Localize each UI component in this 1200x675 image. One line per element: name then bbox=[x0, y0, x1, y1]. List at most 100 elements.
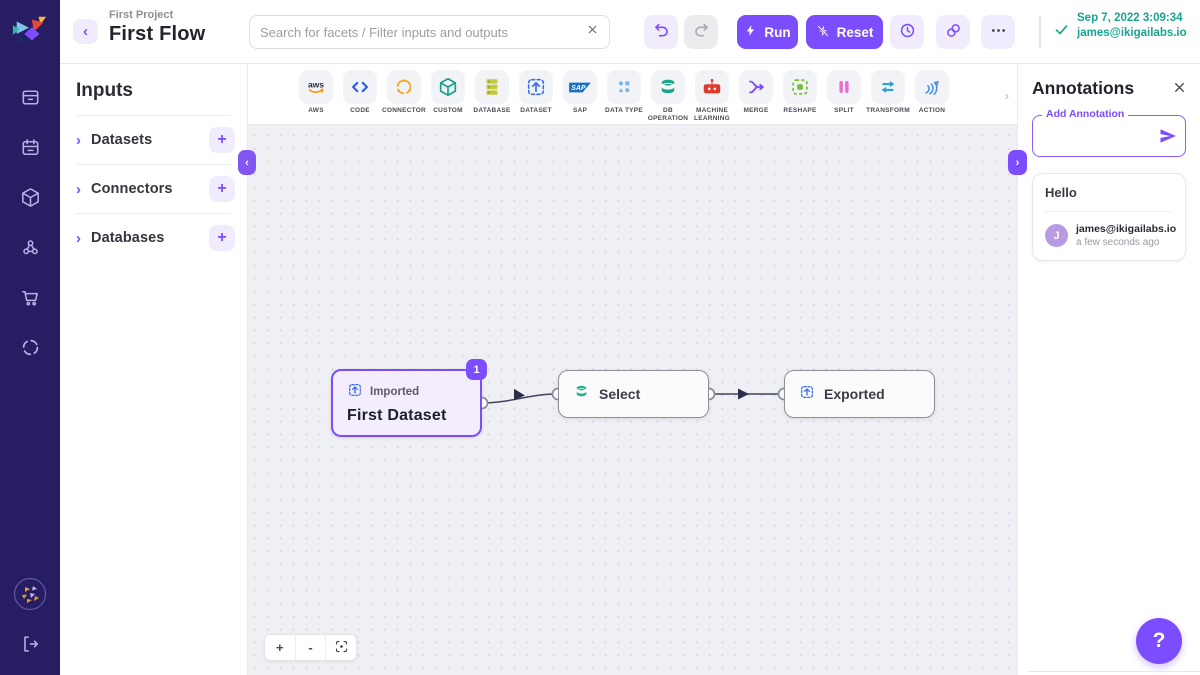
facet-label: DB OPERATION bbox=[647, 107, 689, 123]
edge-arrow bbox=[738, 388, 749, 400]
facet-machine-learning[interactable]: MACHINE LEARNING bbox=[692, 70, 732, 124]
node-kind-label: Imported bbox=[370, 386, 420, 398]
status-user: james@ikigailabs.io bbox=[1077, 27, 1187, 39]
logout-icon[interactable] bbox=[19, 633, 41, 655]
facet-label: DATABASE bbox=[473, 107, 511, 114]
add-database-button[interactable]: + bbox=[209, 225, 235, 251]
toolbar-divider bbox=[1039, 16, 1041, 48]
cube-icon[interactable] bbox=[19, 186, 42, 209]
close-icon bbox=[1173, 81, 1186, 97]
facet-code[interactable]: CODE bbox=[340, 70, 380, 124]
back-button[interactable]: ‹ bbox=[73, 19, 98, 44]
facet-split[interactable]: SPLIT bbox=[824, 70, 864, 124]
facet-label: SAP bbox=[572, 107, 588, 114]
clear-search-icon[interactable] bbox=[586, 23, 599, 41]
facet-db-operation[interactable]: DB OPERATION bbox=[648, 70, 688, 124]
annotation-item[interactable]: Hello J james@ikigailabs.io a few second… bbox=[1032, 173, 1186, 261]
node-exported[interactable]: Exported bbox=[784, 370, 935, 418]
section-databases[interactable]: › Databases + bbox=[60, 214, 247, 262]
facet-label: TRANSFORM bbox=[866, 107, 910, 114]
history-button[interactable] bbox=[890, 15, 924, 49]
facet-label: CODE bbox=[350, 107, 370, 114]
code-icon bbox=[343, 70, 377, 104]
rail-nav bbox=[19, 64, 42, 577]
section-label: Datasets bbox=[91, 132, 153, 148]
facet-label: SPLIT bbox=[834, 107, 854, 114]
facet-datatype[interactable]: DATA TYPE bbox=[604, 70, 644, 124]
cart-icon[interactable] bbox=[19, 286, 42, 309]
section-connectors[interactable]: › Connectors + bbox=[60, 165, 247, 213]
database-cylinder-icon bbox=[651, 70, 685, 104]
facet-label: CUSTOM bbox=[433, 107, 463, 114]
page-title: First Flow bbox=[109, 23, 206, 45]
facet-sap[interactable]: SAP SAP bbox=[560, 70, 600, 124]
panel-footer-divider bbox=[1028, 671, 1200, 672]
transform-icon bbox=[871, 70, 905, 104]
search-bar bbox=[249, 15, 610, 49]
aws-icon: aws bbox=[299, 70, 333, 104]
datatype-icon bbox=[607, 70, 641, 104]
share-icon[interactable] bbox=[19, 236, 42, 259]
reset-button[interactable]: Reset bbox=[806, 15, 883, 49]
redo-button[interactable] bbox=[684, 15, 718, 49]
flow-canvas[interactable]: aws AWS CODE CONNECTOR CUSTOM bbox=[248, 64, 1017, 675]
dataset-icon bbox=[347, 382, 363, 403]
rail-bottom bbox=[13, 577, 47, 675]
add-connector-button[interactable]: + bbox=[209, 176, 235, 202]
facet-custom[interactable]: CUSTOM bbox=[428, 70, 468, 124]
zoom-out-button[interactable]: - bbox=[294, 635, 326, 660]
annotation-text: Hello bbox=[1045, 185, 1077, 200]
facet-database[interactable]: DATABASE bbox=[472, 70, 512, 124]
facet-reshape[interactable]: RESHAPE bbox=[780, 70, 820, 124]
reset-bolt-slash-icon bbox=[816, 24, 830, 41]
card-divider bbox=[1045, 211, 1173, 212]
facet-label: CONNECTOR bbox=[381, 107, 427, 114]
chevron-right-icon: › bbox=[76, 229, 81, 247]
user-avatar[interactable] bbox=[13, 577, 47, 611]
collapse-annotations-panel-button[interactable]: › bbox=[1008, 150, 1027, 175]
close-annotations-button[interactable] bbox=[1173, 81, 1186, 97]
robot-icon bbox=[695, 70, 729, 104]
link-button[interactable] bbox=[936, 15, 970, 49]
add-dataset-button[interactable]: + bbox=[209, 127, 235, 153]
svg-text:SAP: SAP bbox=[571, 85, 586, 92]
server-icon bbox=[475, 70, 509, 104]
undo-button[interactable] bbox=[644, 15, 678, 49]
calendar-icon[interactable] bbox=[19, 136, 42, 159]
edge-imported-select bbox=[481, 393, 557, 404]
send-annotation-button[interactable] bbox=[1158, 126, 1178, 149]
fit-view-button[interactable] bbox=[325, 635, 356, 660]
ikigai-logo-icon[interactable] bbox=[0, 0, 60, 64]
toolbar-scroll-right-icon[interactable]: › bbox=[1004, 88, 1009, 103]
panel-divider bbox=[76, 164, 231, 165]
node-title: Exported bbox=[824, 386, 885, 402]
svg-text:aws: aws bbox=[308, 80, 324, 90]
box-icon[interactable] bbox=[19, 86, 42, 109]
zoom-in-button[interactable]: + bbox=[265, 635, 295, 660]
facet-transform[interactable]: TRANSFORM bbox=[866, 70, 910, 124]
panel-divider bbox=[76, 213, 231, 214]
node-select[interactable]: Select bbox=[558, 370, 709, 418]
facet-connector[interactable]: CONNECTOR bbox=[381, 70, 427, 124]
search-input[interactable] bbox=[260, 24, 586, 40]
send-icon bbox=[1158, 129, 1178, 149]
spinner-icon[interactable] bbox=[19, 336, 42, 359]
run-button[interactable]: Run bbox=[737, 15, 798, 49]
annotations-panel: › Annotations Add Annotation Hello bbox=[1008, 64, 1200, 675]
avatar: J bbox=[1045, 224, 1068, 247]
node-imported-first-dataset[interactable]: 1 Imported First Dataset bbox=[331, 359, 487, 437]
project-name: First Project bbox=[109, 9, 174, 21]
facet-aws[interactable]: aws AWS bbox=[296, 70, 336, 124]
help-button[interactable]: ? bbox=[1136, 618, 1182, 664]
facet-merge[interactable]: MERGE bbox=[736, 70, 776, 124]
more-button[interactable] bbox=[981, 15, 1015, 49]
reshape-icon bbox=[783, 70, 817, 104]
dataset-icon bbox=[519, 70, 553, 104]
collapse-inputs-panel-button[interactable]: ‹ bbox=[238, 150, 256, 175]
facet-dataset[interactable]: DATASET bbox=[516, 70, 556, 124]
top-bar: ‹ First Project First Flow Run bbox=[60, 0, 1200, 64]
annotation-input[interactable] bbox=[1033, 116, 1185, 156]
link-icon bbox=[944, 21, 963, 43]
section-datasets[interactable]: › Datasets + bbox=[60, 116, 247, 164]
facet-action[interactable]: ACTION bbox=[912, 70, 952, 124]
